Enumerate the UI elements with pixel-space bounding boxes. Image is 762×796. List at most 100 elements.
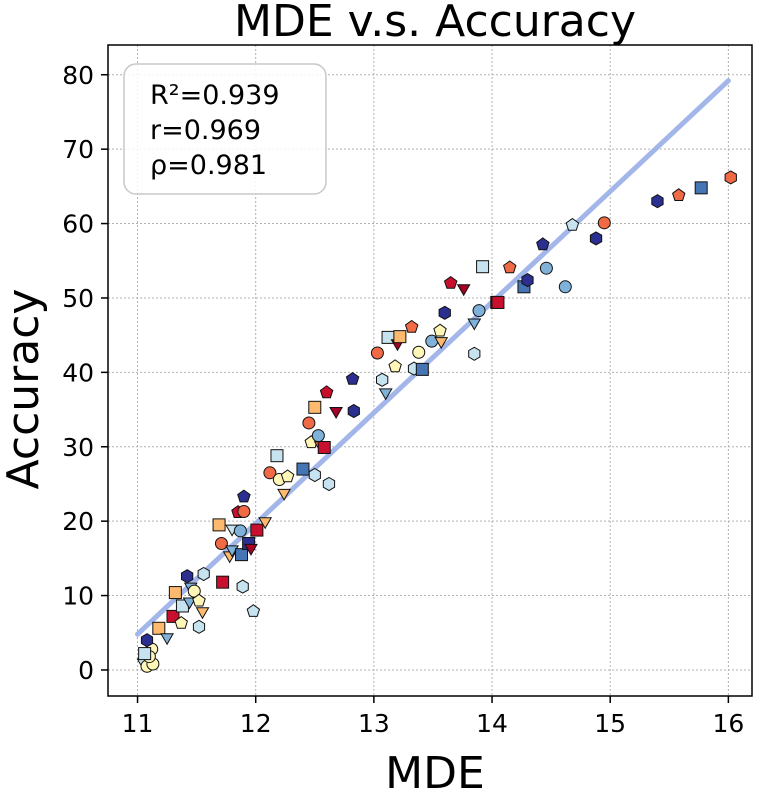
data-point-hexagon: [468, 346, 481, 361]
data-point-hexagon: [724, 170, 737, 185]
data-point-circle: [263, 466, 277, 480]
y-tick-label: 10: [62, 582, 94, 611]
fit-line-layer: [135, 78, 731, 637]
data-point-square: [308, 400, 322, 414]
data-point-circle: [597, 216, 611, 230]
data-point-hexagon: [521, 273, 534, 288]
x-tick-label: 13: [358, 709, 390, 738]
data-point-circle: [302, 416, 316, 430]
stats-box: R²=0.939 r=0.969 ρ=0.981: [123, 63, 327, 195]
data-point-square: [415, 362, 429, 376]
data-point-square: [152, 621, 166, 635]
x-tick-label: 15: [594, 709, 626, 738]
stat-spearman-rho: ρ=0.981: [150, 150, 267, 181]
data-point-square: [168, 586, 182, 600]
data-point-circle: [237, 504, 251, 518]
y-tick-label: 30: [62, 433, 94, 462]
axis-ticks: 11 12 13 14 15 16 0 10 20 30 40 50 60 70 80: [62, 61, 744, 738]
data-point-hexagon: [197, 566, 210, 582]
data-point-hexagon: [140, 633, 154, 648]
data-point-pentagon: [404, 319, 419, 333]
data-point-hexagon: [438, 305, 451, 320]
data-point-hexagon: [181, 569, 194, 584]
data-point-square: [270, 449, 284, 463]
data-point-hexagon: [236, 579, 249, 594]
data-point-square: [235, 548, 249, 562]
data-point-square: [138, 647, 152, 661]
data-point-circle: [311, 429, 325, 443]
x-tick-label: 11: [122, 709, 154, 738]
stat-pearson-r: r=0.969: [150, 115, 261, 146]
data-point-square: [212, 518, 226, 532]
data-point-square: [393, 330, 407, 344]
data-point-pentagon: [192, 593, 206, 607]
y-tick-label: 40: [62, 358, 94, 387]
data-point-triangle-down: [258, 517, 273, 530]
y-tick-label: 70: [62, 135, 94, 164]
data-point-circle: [472, 304, 486, 318]
y-tick-label: 20: [62, 507, 94, 536]
y-axis-label: Accuracy: [0, 289, 49, 490]
data-point-pentagon: [280, 469, 295, 483]
data-point-circle: [412, 345, 426, 359]
x-tick-label: 14: [476, 709, 508, 738]
data-point-hexagon: [589, 231, 603, 246]
data-point-triangle-down: [160, 633, 174, 646]
data-point-hexagon: [376, 372, 389, 387]
data-point-square: [694, 181, 708, 195]
data-point-triangle-down: [244, 543, 258, 556]
data-point-triangle-down: [456, 284, 471, 297]
data-point-hexagon: [322, 476, 336, 492]
data-point-pentagon: [319, 385, 334, 399]
data-point-triangle-down: [182, 597, 197, 610]
data-point-square: [250, 523, 264, 537]
data-point-pentagon: [433, 323, 447, 337]
data-point-pentagon: [388, 359, 402, 373]
data-point-pentagon: [672, 188, 686, 201]
data-point-pentagon: [345, 371, 360, 385]
x-tick-label: 12: [240, 709, 272, 738]
scatter-points: [136, 170, 737, 673]
y-tick-label: 50: [62, 284, 94, 313]
data-point-circle: [539, 261, 553, 275]
data-point-pentagon: [174, 615, 188, 629]
data-point-circle: [558, 280, 572, 294]
data-point-triangle-down: [277, 488, 291, 501]
data-point-square: [216, 575, 230, 589]
data-point-triangle-down: [467, 318, 482, 331]
data-point-square: [166, 609, 180, 623]
data-point-triangle-down: [434, 337, 449, 350]
data-point-hexagon: [308, 467, 321, 483]
data-point-pentagon: [237, 489, 251, 503]
y-tick-label: 60: [62, 210, 94, 239]
data-point-pentagon: [246, 604, 261, 617]
data-point-circle: [370, 346, 384, 360]
chart-title: MDE v.s. Accuracy: [234, 0, 636, 47]
data-point-pentagon: [443, 275, 458, 289]
y-tick-label: 0: [78, 656, 94, 685]
data-point-circle: [187, 584, 201, 598]
data-point-square: [491, 295, 505, 309]
stats-box-frame: [123, 63, 327, 195]
grid-lines: [108, 45, 752, 696]
data-point-hexagon: [192, 619, 206, 634]
data-point-pentagon: [536, 237, 550, 251]
data-point-pentagon: [565, 217, 580, 231]
data-point-triangle-down: [329, 407, 343, 420]
data-point-circle: [233, 524, 247, 538]
stat-r-squared: R²=0.939: [150, 80, 280, 111]
data-point-hexagon: [651, 194, 664, 209]
data-point-circle: [425, 334, 439, 348]
x-axis-label: MDE: [385, 748, 485, 796]
data-point-square: [296, 462, 310, 476]
data-point-circle: [214, 536, 228, 550]
x-tick-label: 16: [712, 709, 744, 738]
data-point-triangle-down: [378, 388, 393, 401]
y-tick-label: 80: [62, 61, 94, 90]
data-point-triangle-down: [195, 607, 210, 620]
plot-frame: [107, 44, 753, 697]
data-point-square: [476, 260, 490, 274]
fit-line: [135, 78, 731, 637]
data-point-square: [317, 441, 331, 455]
